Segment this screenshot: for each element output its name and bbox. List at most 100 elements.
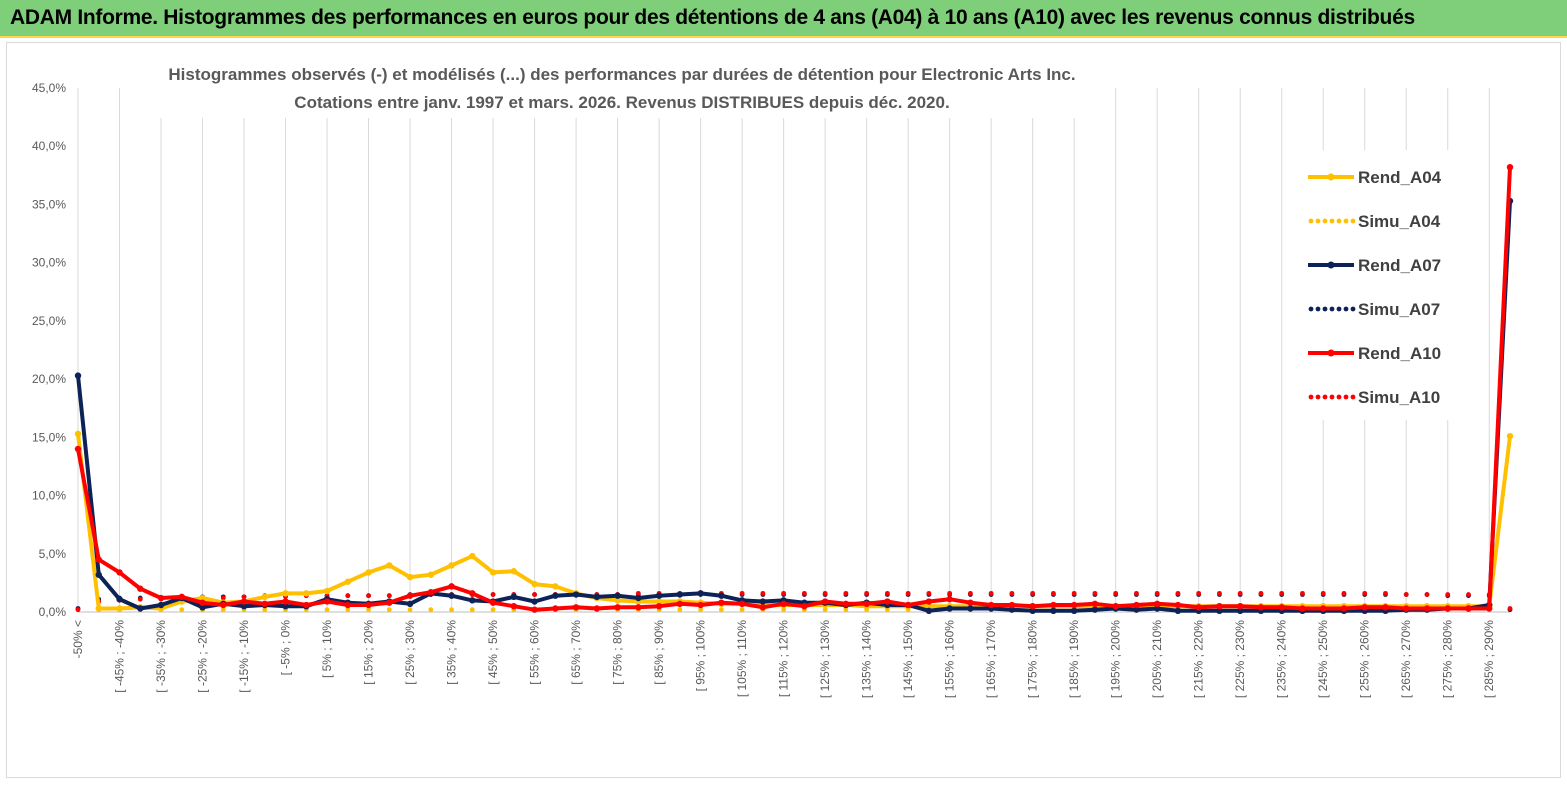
data-point — [282, 590, 289, 597]
data-point — [905, 590, 911, 596]
x-tick-label: [ 225% ; 230% — [1233, 620, 1247, 698]
data-point — [365, 569, 372, 576]
data-point — [676, 600, 684, 608]
title-banner: ADAM Informe. Histogrammes des performan… — [0, 0, 1567, 38]
legend-swatch — [1350, 218, 1356, 224]
data-point — [366, 607, 371, 613]
data-point — [1423, 605, 1431, 612]
data-point — [655, 592, 663, 599]
data-point — [428, 607, 434, 613]
data-point — [157, 601, 165, 609]
legend-label: Simu_A07 — [1358, 300, 1440, 319]
legend-label: Rend_A10 — [1358, 344, 1441, 363]
data-point — [1299, 605, 1306, 612]
data-point — [947, 590, 953, 596]
data-point — [1383, 590, 1388, 596]
data-point — [199, 604, 206, 611]
data-point — [884, 598, 891, 605]
data-point — [593, 605, 601, 612]
data-point — [967, 599, 974, 606]
data-point — [1174, 601, 1182, 609]
data-point — [946, 605, 953, 612]
x-tick-label: [ 15% ; 20% — [362, 620, 376, 685]
data-point — [365, 601, 372, 609]
x-tick-label: [ 145% ; 150% — [901, 620, 915, 698]
x-tick-label: [ 215% ; 220% — [1192, 620, 1206, 698]
data-point — [552, 583, 559, 590]
data-point — [718, 599, 725, 606]
x-tick-label: [ 185% ; 190% — [1067, 620, 1081, 698]
data-point — [987, 601, 995, 609]
data-point — [572, 591, 580, 598]
data-point — [739, 590, 745, 596]
legend-swatch — [1329, 394, 1335, 400]
x-tick-label: -50% < — [71, 620, 85, 658]
data-point — [635, 590, 641, 596]
data-point — [510, 593, 518, 601]
data-point — [946, 595, 953, 603]
data-point — [1361, 604, 1368, 611]
data-point — [95, 571, 102, 578]
data-point — [781, 607, 787, 613]
data-point — [1424, 592, 1430, 597]
data-point — [718, 607, 724, 613]
data-point — [801, 602, 808, 610]
data-point — [1258, 590, 1264, 596]
data-point — [116, 569, 123, 576]
x-tick-label: [ 25% ; 30% — [403, 620, 417, 685]
data-point — [345, 593, 351, 599]
data-point — [843, 590, 849, 596]
data-point — [261, 593, 268, 601]
chart-frame — [6, 42, 1561, 778]
x-tick-label: [ 175% ; 180% — [1026, 620, 1040, 698]
legend-swatch — [1315, 306, 1321, 312]
data-point — [1008, 606, 1016, 613]
data-point — [240, 602, 248, 610]
y-axis: 0,0% 5,0% 10,0% 15,0% 20,0% 25,0% 30,0% 35,0% 40… — [32, 81, 66, 619]
data-point — [614, 592, 621, 599]
data-point — [1029, 602, 1036, 610]
data-point — [1113, 590, 1119, 596]
data-point — [490, 592, 496, 597]
data-point — [1112, 602, 1119, 610]
series-line — [76, 433, 1512, 611]
data-point — [344, 578, 351, 585]
legend-item-rend-a07: Rend_A07 — [1308, 256, 1441, 275]
x-tick-label: [ 85% ; 90% — [652, 620, 666, 685]
data-point — [1320, 605, 1327, 612]
x-tick-label: [ 155% ; 160% — [943, 620, 957, 698]
data-point — [677, 607, 683, 613]
data-point — [95, 556, 102, 563]
y-tick-label: 10,0% — [32, 489, 66, 503]
data-point — [1030, 590, 1036, 596]
data-point — [1195, 604, 1202, 611]
data-point — [240, 598, 248, 605]
data-point — [282, 598, 289, 605]
data-point — [676, 591, 684, 598]
legend-swatch — [1315, 394, 1321, 400]
data-point — [282, 602, 289, 610]
x-tick-label: [ 95% ; 100% — [694, 620, 708, 692]
data-point — [1196, 590, 1202, 596]
data-point — [344, 601, 351, 609]
data-point — [74, 372, 82, 379]
data-point — [1382, 604, 1389, 611]
data-point — [1091, 606, 1099, 613]
data-point — [926, 590, 932, 596]
y-tick-label: 5,0% — [39, 547, 67, 561]
data-point — [199, 594, 206, 602]
chart-subtitle: Cotations entre janv. 1997 et mars. 2026… — [294, 93, 949, 112]
legend-swatch — [1329, 306, 1335, 312]
data-point — [718, 592, 725, 599]
data-point — [863, 600, 870, 608]
legend-marker — [1327, 173, 1335, 181]
data-point — [1403, 605, 1410, 612]
legend-label: Rend_A07 — [1358, 256, 1441, 275]
legend-label: Simu_A10 — [1358, 388, 1440, 407]
data-point — [345, 607, 351, 613]
data-point — [552, 592, 559, 599]
data-point — [303, 601, 310, 609]
legend-swatch — [1329, 218, 1335, 224]
legend-item-simu-a07: Simu_A07 — [1308, 300, 1440, 319]
data-point — [1216, 602, 1223, 610]
